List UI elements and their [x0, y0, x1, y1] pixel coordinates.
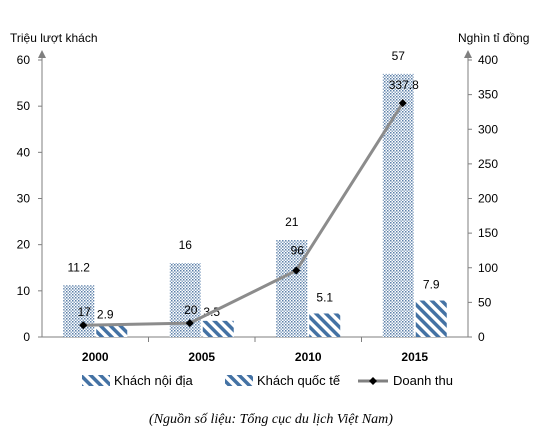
legend: Khách nội địa Khách quốc tế Doanh thu: [82, 373, 453, 388]
y-left-tick-label: 60: [17, 53, 31, 67]
marker-doanh-thu: [185, 319, 194, 328]
data-label-khach-quoc-te: 5.1: [316, 290, 333, 304]
y-right-tick-label: 100: [478, 261, 498, 275]
y-right-tick-label: 0: [478, 330, 485, 344]
y-left-tick-label: 20: [17, 238, 31, 252]
data-label-doanh-thu: 96: [291, 244, 305, 258]
y-right-tick-label: 250: [478, 157, 498, 171]
bar-khach-noi-dia: [169, 263, 201, 337]
y-left-axis-arrow: [38, 50, 46, 58]
marker-doanh-thu: [79, 321, 88, 330]
bar-khach-quoc-te: [96, 323, 128, 337]
x-tick-label: 2015: [401, 350, 428, 364]
y-left-tick-label: 0: [23, 330, 30, 344]
y-right-tick-label: 50: [478, 295, 492, 309]
legend-marker-doanh-thu: [369, 377, 377, 385]
y-right-tick-label: 200: [478, 192, 498, 206]
line-doanh-thu: [83, 102, 405, 327]
bar-khach-quoc-te: [415, 300, 447, 337]
legend-swatch-khach-quoc-te: [225, 375, 253, 386]
data-label-doanh-thu: 17: [78, 305, 92, 319]
bar-khach-noi-dia: [276, 240, 308, 337]
data-label-doanh-thu: 20: [184, 303, 198, 317]
y-right-axis-arrow: [464, 50, 472, 58]
y-right-tick-label: 150: [478, 226, 498, 240]
data-label-khach-noi-dia: 11.2: [68, 260, 91, 274]
data-label-khach-quoc-te: 7.9: [423, 278, 440, 292]
data-label-khach-noi-dia: 57: [392, 49, 406, 63]
source-note: (Nguồn số liệu: Tổng cục du lịch Việt Na…: [149, 412, 393, 427]
legend-swatch-khach-noi-dia: [82, 375, 110, 386]
data-label-doanh-thu: 337.8: [389, 78, 419, 92]
x-tick-label: 2005: [188, 350, 215, 364]
data-label-khach-noi-dia: 21: [285, 215, 299, 229]
data-label-khach-quoc-te: 2.9: [97, 308, 114, 322]
y-left-axis-title: Triệu lượt khách: [10, 31, 98, 45]
legend-label-khach-quoc-te: Khách quốc tế: [257, 373, 341, 388]
y-left-tick-label: 30: [17, 192, 31, 206]
y-left-tick-label: 40: [17, 145, 31, 159]
bar-khach-noi-dia: [382, 73, 414, 337]
x-tick-label: 2010: [295, 350, 322, 364]
legend-label-doanh-thu: Doanh thu: [393, 373, 453, 388]
data-label-khach-noi-dia: 16: [179, 238, 193, 252]
y-right-axis-title: Nghìn tỉ đồng: [458, 31, 529, 45]
plot-area: 0 10 20 30 40 50 60 0 50 100 150 200 250 300 350 400 200…: [17, 49, 499, 364]
legend-label-khach-noi-dia: Khách nội địa: [114, 373, 194, 388]
bar-khach-noi-dia: [63, 285, 95, 337]
x-tick-label: 2000: [82, 350, 109, 364]
y-left-tick-label: 10: [17, 284, 31, 298]
marker-doanh-thu: [292, 266, 301, 275]
marker-doanh-thu: [398, 99, 407, 108]
y-right-tick-label: 350: [478, 88, 498, 102]
y-right-tick-label: 300: [478, 122, 498, 136]
y-right-tick-label: 400: [478, 53, 498, 67]
bar-khach-quoc-te: [309, 313, 341, 337]
y-left-tick-label: 50: [17, 99, 31, 113]
bar-khach-quoc-te: [202, 320, 234, 337]
